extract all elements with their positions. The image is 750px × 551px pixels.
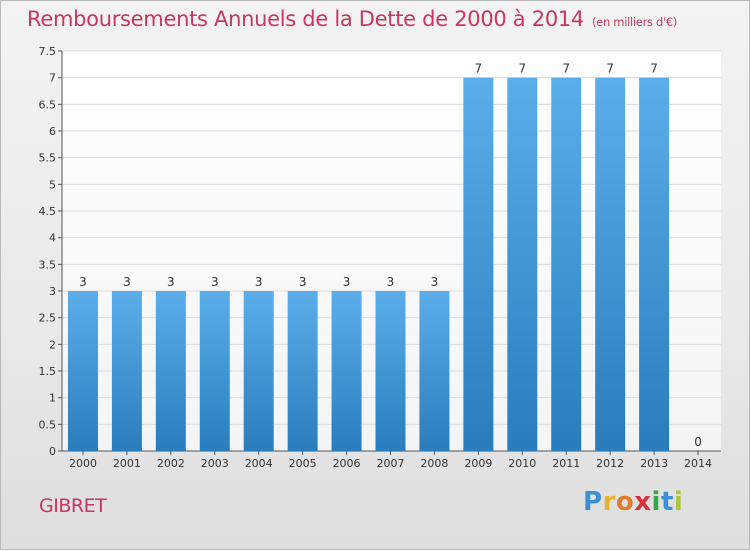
- proxiti-logo-letter: i: [651, 487, 661, 517]
- y-tick-label: 0: [49, 445, 56, 458]
- chart-title-text: Remboursements Annuels de la Dette de 20…: [27, 7, 584, 31]
- x-tick-label: 2001: [113, 457, 141, 470]
- y-tick-label: 2: [49, 338, 56, 351]
- y-tick-label: 7: [49, 72, 56, 85]
- y-tick-label: 5.5: [39, 152, 57, 165]
- data-label: 3: [79, 275, 87, 289]
- bar: [375, 291, 406, 451]
- y-tick-label: 1: [49, 392, 56, 405]
- proxiti-logo: Proxiti: [583, 487, 683, 517]
- bar: [155, 291, 186, 451]
- y-tick-label: 6: [49, 125, 56, 138]
- chart-title: Remboursements Annuels de la Dette de 20…: [27, 7, 677, 31]
- x-tick-label: 2013: [640, 457, 668, 470]
- y-tick-label: 3.5: [39, 258, 57, 271]
- x-tick-label: 2005: [289, 457, 317, 470]
- data-label: 7: [606, 62, 614, 76]
- bar: [507, 77, 538, 452]
- data-label: 3: [343, 275, 351, 289]
- data-label: 3: [387, 275, 395, 289]
- x-tick-label: 2014: [684, 457, 712, 470]
- y-tick-label: 0.5: [39, 418, 57, 431]
- data-label: 7: [518, 62, 526, 76]
- bar: [243, 291, 274, 451]
- proxiti-logo-letter: x: [634, 487, 652, 517]
- y-tick-label: 2.5: [39, 312, 57, 325]
- chart-subtitle: (en milliers d'€): [592, 15, 678, 29]
- bar: [67, 291, 98, 451]
- proxiti-logo-letter: t: [660, 487, 674, 517]
- y-tick-label: 6.5: [39, 98, 57, 111]
- y-tick-label: 1.5: [39, 365, 57, 378]
- x-tick-label: 2000: [69, 457, 97, 470]
- bar: [595, 77, 626, 452]
- data-label: 7: [475, 62, 483, 76]
- bar: [287, 291, 318, 451]
- data-label: 3: [431, 275, 439, 289]
- data-label: 3: [299, 275, 307, 289]
- bar: [551, 77, 582, 452]
- x-tick-label: 2006: [333, 457, 361, 470]
- data-label: 7: [562, 62, 570, 76]
- bar: [419, 291, 450, 451]
- y-tick-label: 4.5: [39, 205, 57, 218]
- proxiti-logo-letter: o: [615, 487, 635, 517]
- proxiti-logo-letter: P: [583, 487, 603, 517]
- x-tick-label: 2004: [245, 457, 273, 470]
- commune-name: GIBRET: [39, 495, 107, 517]
- x-tick-label: 2010: [508, 457, 536, 470]
- data-label: 3: [123, 275, 131, 289]
- x-tick-label: 2007: [377, 457, 405, 470]
- x-tick-label: 2012: [596, 457, 624, 470]
- y-tick-label: 5: [49, 178, 56, 191]
- y-tick-label: 4: [49, 232, 56, 245]
- bar: [199, 291, 230, 451]
- data-label: 3: [255, 275, 263, 289]
- x-tick-label: 2009: [464, 457, 492, 470]
- data-label: 0: [694, 435, 702, 449]
- bar: [639, 77, 670, 452]
- data-label: 3: [211, 275, 219, 289]
- bar: [111, 291, 142, 451]
- x-tick-label: 2003: [201, 457, 229, 470]
- bar: [331, 291, 362, 451]
- proxiti-logo-letter: r: [602, 487, 616, 517]
- x-tick-label: 2011: [552, 457, 580, 470]
- bar: [463, 77, 494, 452]
- proxiti-logo-letter: i: [673, 487, 684, 517]
- data-label: 7: [650, 62, 658, 76]
- x-tick-label: 2002: [157, 457, 185, 470]
- x-tick-label: 2008: [420, 457, 448, 470]
- y-tick-label: 7.5: [39, 45, 57, 58]
- data-label: 3: [167, 275, 175, 289]
- y-tick-label: 3: [49, 285, 56, 298]
